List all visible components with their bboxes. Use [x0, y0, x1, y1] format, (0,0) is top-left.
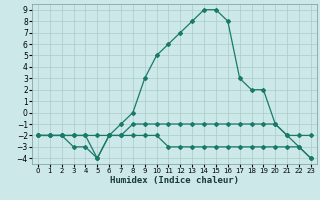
X-axis label: Humidex (Indice chaleur): Humidex (Indice chaleur) — [110, 176, 239, 185]
